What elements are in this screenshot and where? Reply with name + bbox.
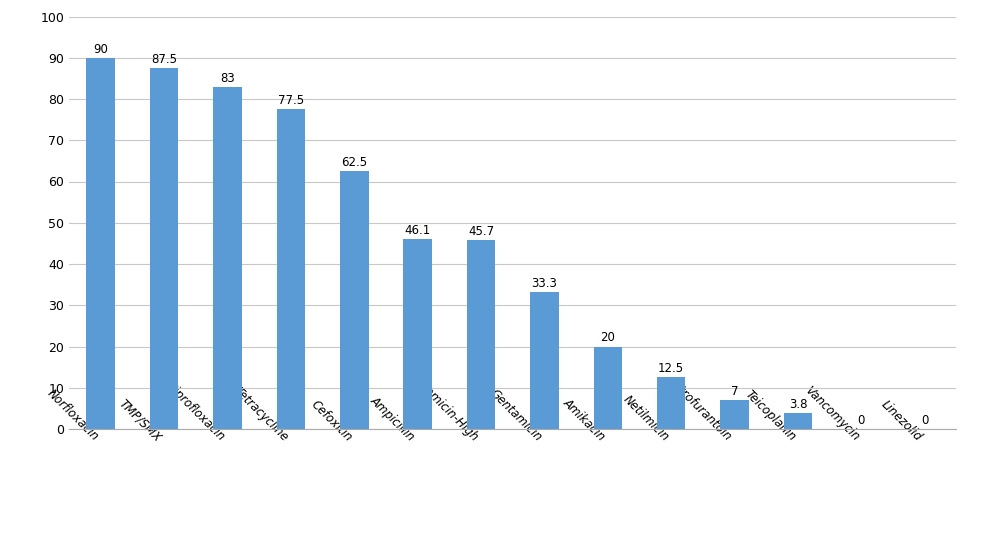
Bar	[721, 400, 748, 429]
Bar	[150, 68, 178, 429]
Text: 46.1: 46.1	[404, 224, 431, 237]
Text: 7: 7	[731, 385, 739, 398]
Bar	[530, 292, 559, 429]
Text: 20: 20	[600, 332, 615, 344]
Text: 0: 0	[858, 414, 865, 427]
Text: 3.8: 3.8	[789, 398, 808, 411]
Text: 87.5: 87.5	[151, 53, 177, 66]
Bar	[213, 86, 242, 429]
Bar	[466, 240, 495, 429]
Text: 12.5: 12.5	[658, 362, 684, 375]
Bar	[657, 377, 685, 429]
Bar	[784, 414, 812, 429]
Bar	[277, 109, 305, 429]
Text: 33.3: 33.3	[531, 277, 557, 290]
Text: 62.5: 62.5	[341, 156, 368, 169]
Bar	[87, 58, 115, 429]
Bar	[594, 346, 622, 429]
Bar	[403, 239, 432, 429]
Text: 77.5: 77.5	[278, 94, 304, 107]
Bar	[340, 171, 369, 429]
Text: 0: 0	[921, 414, 929, 427]
Text: 45.7: 45.7	[468, 226, 494, 239]
Text: 83: 83	[220, 72, 235, 85]
Text: 90: 90	[94, 43, 108, 56]
